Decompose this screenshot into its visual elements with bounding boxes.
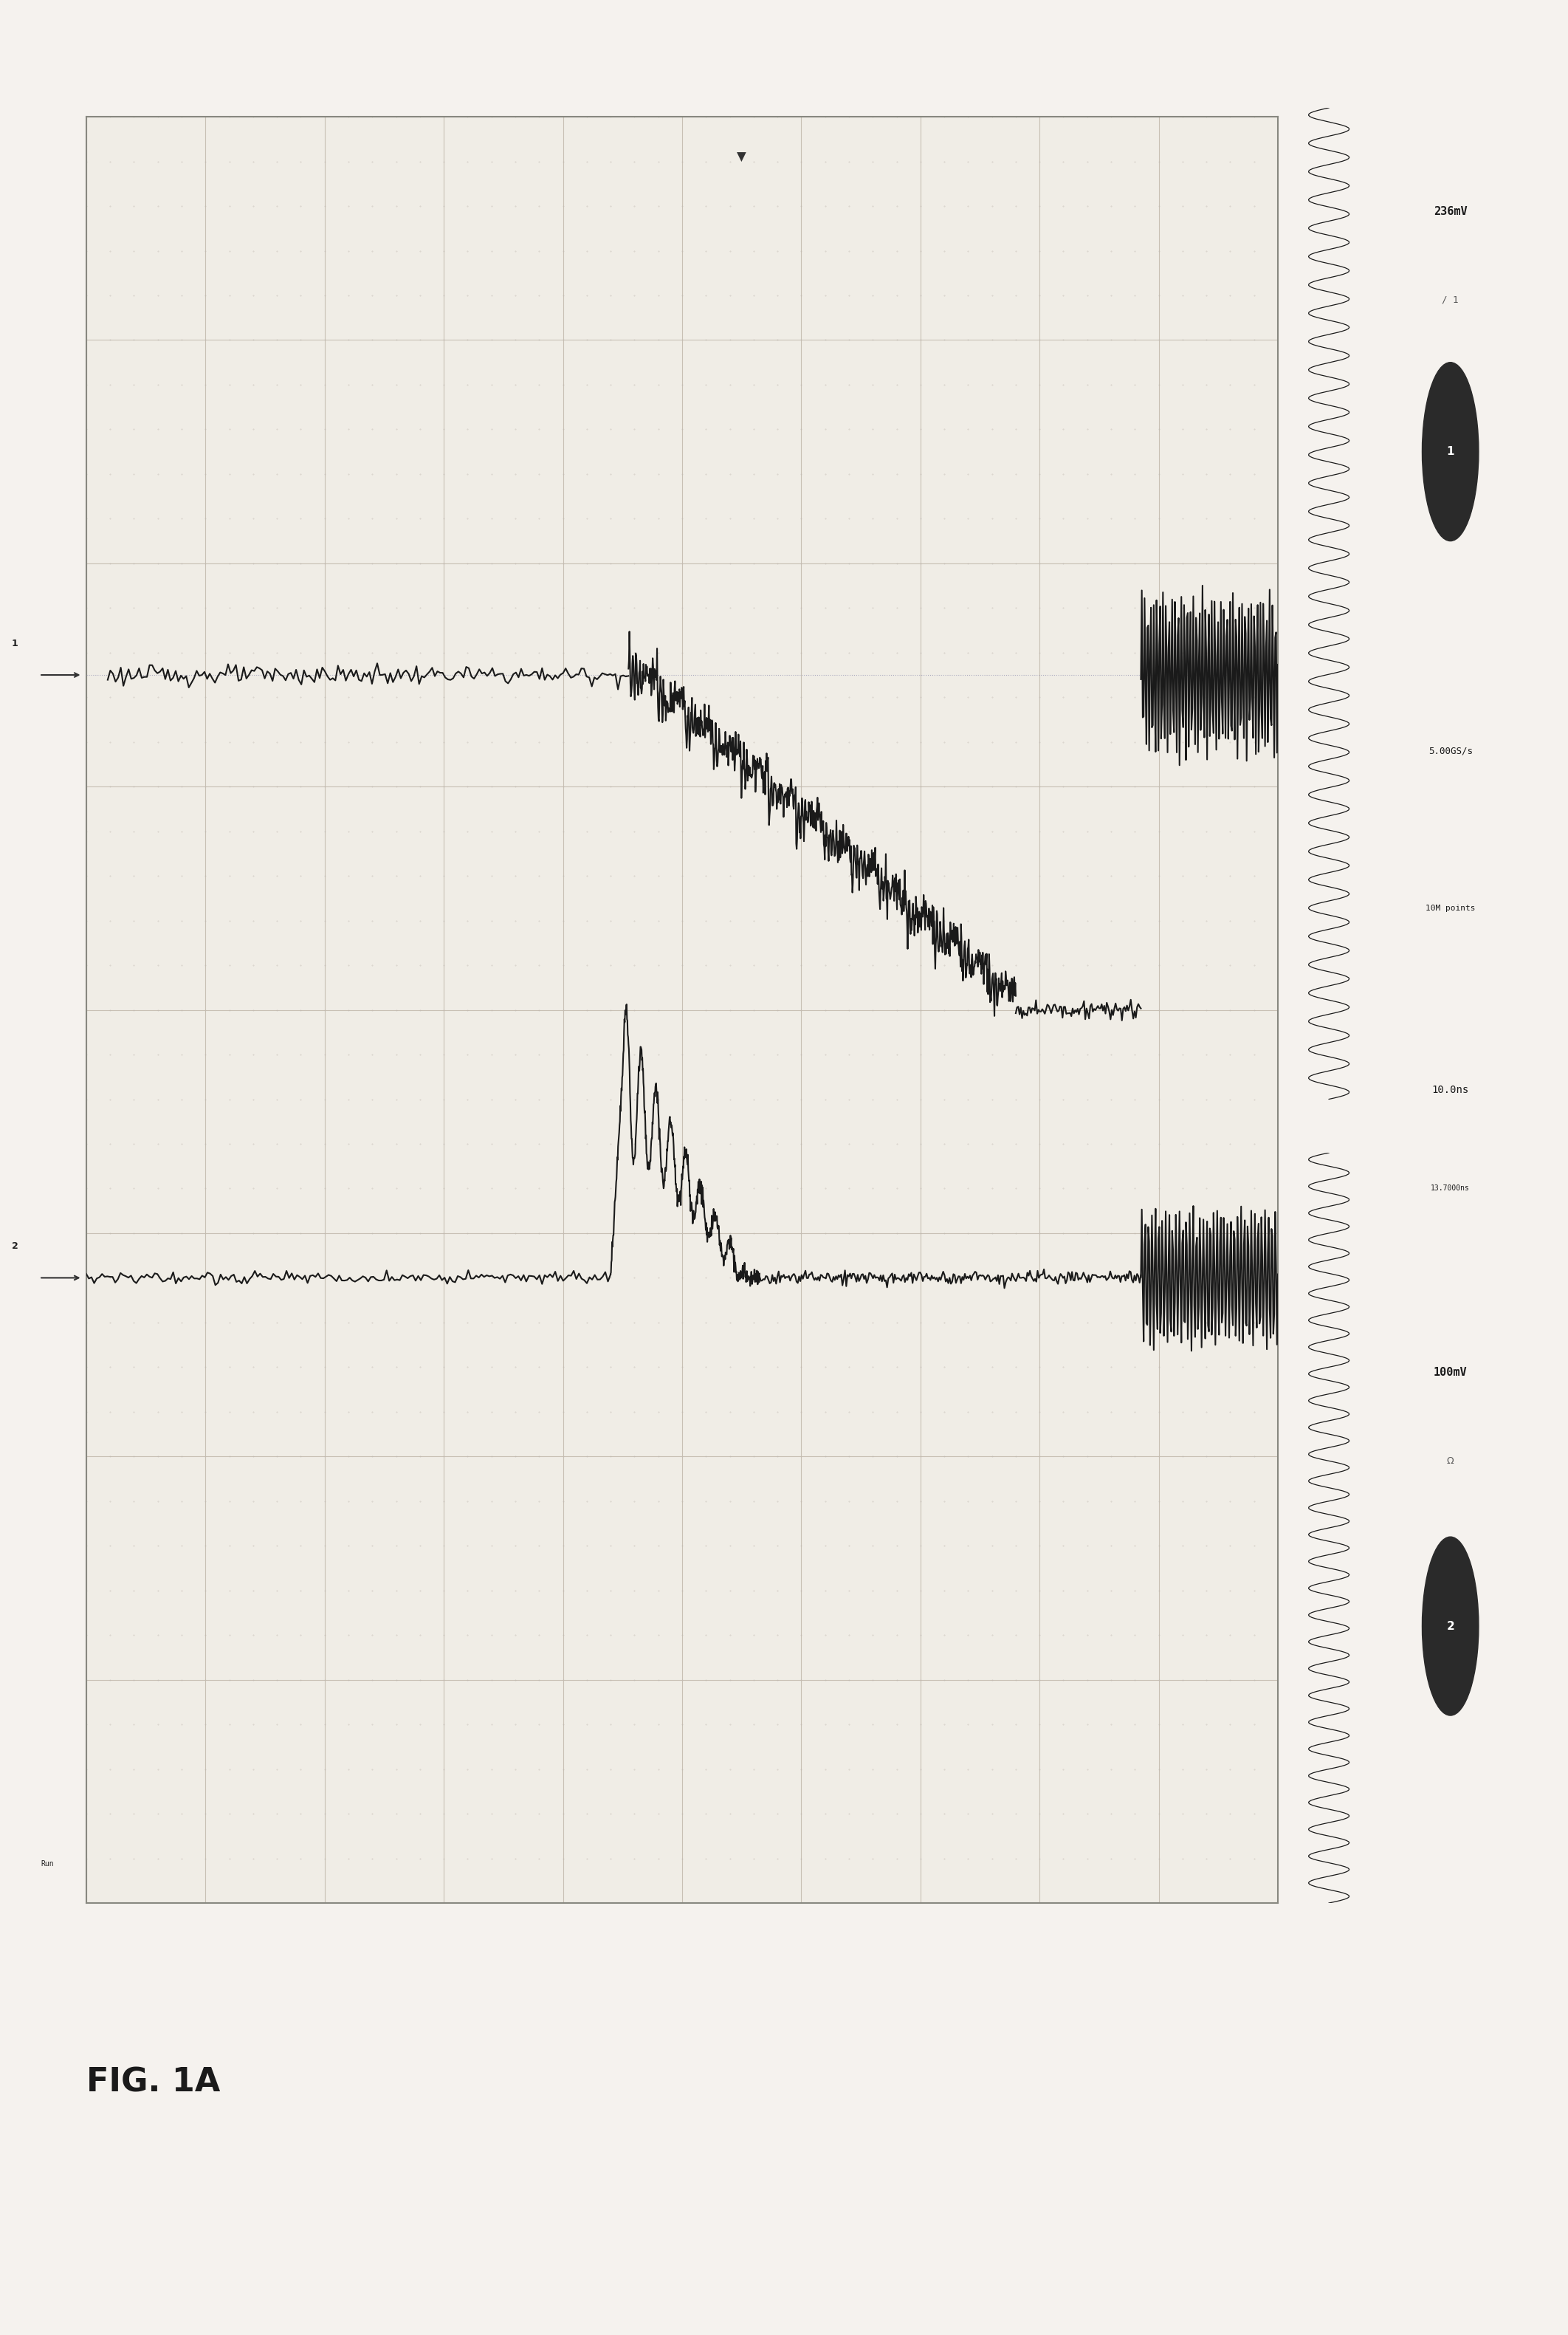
Circle shape xyxy=(1422,362,1479,542)
Text: FIG. 1A: FIG. 1A xyxy=(86,2066,220,2099)
Text: 2: 2 xyxy=(11,1242,19,1252)
Text: Run: Run xyxy=(41,1861,53,1868)
Text: 2: 2 xyxy=(1446,1620,1455,1632)
Text: 13.7000ns: 13.7000ns xyxy=(1432,1184,1469,1193)
Circle shape xyxy=(1422,1536,1479,1716)
Text: 10M points: 10M points xyxy=(1425,904,1475,911)
Text: 236mV: 236mV xyxy=(1433,205,1468,217)
Text: 1: 1 xyxy=(1447,446,1454,458)
Text: 1: 1 xyxy=(11,637,19,649)
Text: 5.00GS/s: 5.00GS/s xyxy=(1428,747,1472,757)
Text: 10.0ns: 10.0ns xyxy=(1432,1086,1469,1095)
Text: ▼: ▼ xyxy=(737,149,746,163)
Text: / 1: / 1 xyxy=(1443,294,1458,306)
Text: 100mV: 100mV xyxy=(1433,1368,1468,1378)
Text: Ω: Ω xyxy=(1447,1457,1454,1466)
